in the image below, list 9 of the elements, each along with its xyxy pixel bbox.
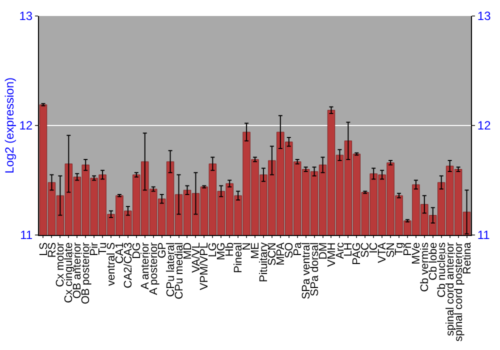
x-tick-label: A posterior [148, 242, 160, 295]
y-tick-label: 12 [19, 118, 33, 133]
y2-tick-label: 11 [477, 228, 490, 242]
y2-tick-label: 12 [477, 118, 492, 133]
x-tick-label: Tg [394, 242, 406, 256]
y-tick-label: 13 [19, 9, 33, 24]
y-axis-title: Log2 (expression) [2, 77, 17, 174]
y-tick-label: 11 [20, 228, 33, 242]
y2-tick-label: 13 [477, 9, 492, 24]
